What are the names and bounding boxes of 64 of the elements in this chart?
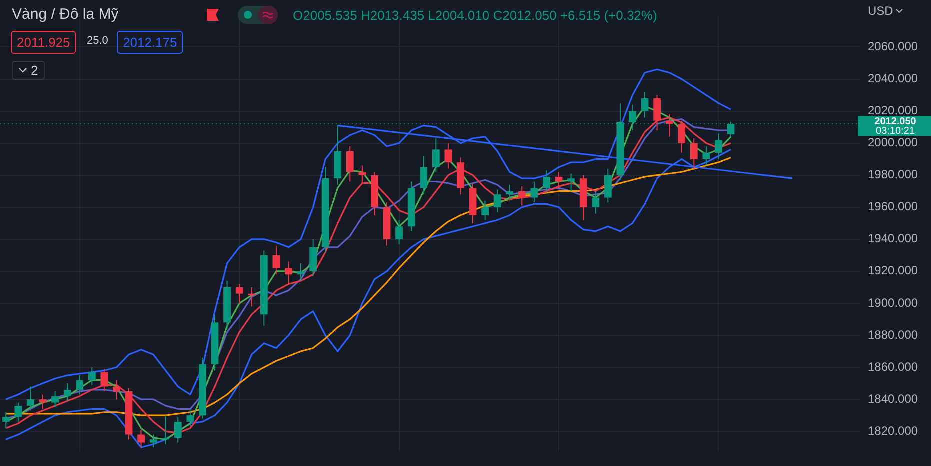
candlestick (654, 94, 661, 132)
candlestick (186, 410, 194, 428)
y-tick-label: 1980.000 (868, 168, 918, 182)
candlestick (432, 138, 440, 173)
candlestick (150, 434, 158, 448)
candlestick (39, 394, 47, 410)
candlestick (64, 383, 72, 402)
candlestick (358, 165, 366, 184)
candlestick (702, 146, 710, 166)
candlestick (494, 189, 502, 213)
candlestick (592, 190, 600, 214)
y-tick-label: 1960.000 (868, 200, 918, 214)
candlestick (715, 133, 722, 160)
y-tick-label: 2040.000 (868, 72, 918, 86)
y-tick-label: 1820.000 (868, 424, 918, 438)
candlestick (272, 245, 280, 276)
candlestick (100, 368, 108, 392)
y-tick-label: 1880.000 (868, 328, 918, 342)
annotation: 2012.175 (117, 31, 184, 54)
candlestick (76, 375, 84, 396)
candlestick (138, 429, 145, 448)
candlestick (678, 120, 686, 154)
y-tick-label: 1940.000 (868, 232, 918, 246)
candlestick (248, 286, 256, 308)
candlestick (346, 146, 354, 182)
text: USD (868, 4, 894, 18)
candlestick (530, 181, 538, 204)
candlestick (506, 184, 514, 202)
candlestick (420, 156, 428, 196)
y-tick-label: 2000.000 (868, 136, 918, 150)
annotation: O2005.535 H2013.435 L2004.010 C2012.050 +6.515 (+0.32%) (293, 8, 658, 23)
candlestick (666, 114, 674, 138)
candlestick (162, 415, 170, 445)
y-tick-label: 2020.000 (868, 104, 918, 118)
ref-line-label: 2012.050 (874, 116, 917, 128)
candlestick (27, 386, 34, 412)
y-tick-label: 1920.000 (868, 264, 918, 278)
chart-title: Vàng / Đô la Mỹ (12, 6, 119, 23)
candlestick (113, 380, 120, 400)
candlestick (285, 261, 292, 285)
candlestick (568, 173, 575, 192)
y-tick-label: 1860.000 (868, 360, 918, 374)
candlestick (543, 170, 550, 194)
annotation: 25.0 (87, 35, 108, 47)
candlestick (444, 142, 452, 170)
text: 03:10:21 (876, 126, 916, 137)
candlestick (604, 168, 612, 204)
candlestick (88, 367, 96, 386)
candlestick (2, 412, 10, 429)
candlestick (236, 284, 244, 304)
candlestick (555, 172, 563, 189)
y-tick-label: 1840.000 (868, 392, 918, 406)
candlestick (174, 416, 182, 444)
annotation: 2 (31, 63, 38, 78)
annotation: 2011.925 (11, 31, 76, 54)
candlestick (396, 220, 403, 245)
y-tick-label: 2060.000 (868, 40, 918, 54)
candlestick (690, 138, 698, 170)
candlestick (14, 402, 22, 422)
candlestick (641, 92, 649, 118)
candlestick (482, 200, 489, 221)
y-tick-label: 1900.000 (868, 296, 918, 310)
candlestick (52, 391, 59, 408)
candlestick (518, 186, 526, 206)
